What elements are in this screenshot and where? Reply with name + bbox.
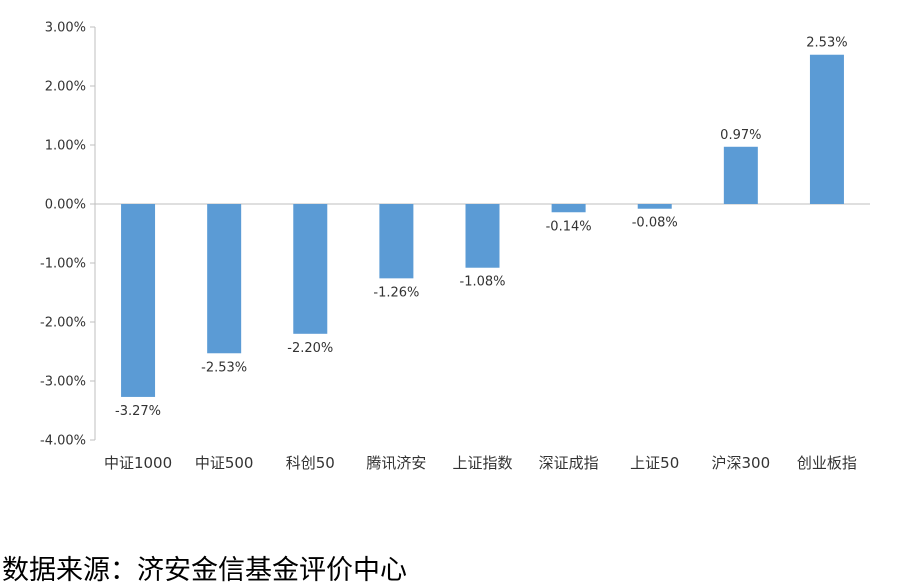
y-tick-label: -2.00%	[40, 316, 86, 331]
data-label: -1.26%	[373, 285, 419, 300]
category-label: 科创50	[286, 454, 335, 472]
bar	[637, 204, 672, 209]
y-tick-label: -3.00%	[40, 375, 86, 390]
data-label: 2.53%	[806, 36, 847, 51]
data-label: -2.53%	[201, 360, 247, 375]
category-label: 腾讯济安	[366, 454, 426, 472]
y-tick-label: 0.00%	[45, 198, 86, 213]
y-tick-label: 1.00%	[45, 139, 86, 154]
y-tick-label: 2.00%	[45, 80, 86, 95]
data-label: -1.08%	[460, 275, 506, 290]
y-tick-label: -1.00%	[40, 257, 86, 272]
category-label: 沪深300	[712, 454, 771, 472]
category-label: 中证1000	[104, 454, 172, 472]
category-label: 创业板指	[797, 454, 857, 472]
bar	[465, 204, 500, 268]
data-label: -3.27%	[115, 404, 161, 419]
bar	[293, 204, 328, 334]
data-source-note: 数据来源：济安金信基金评价中心	[2, 555, 407, 586]
y-tick-label: -4.00%	[40, 434, 86, 449]
category-label: 中证500	[195, 454, 254, 472]
bar	[207, 204, 242, 354]
bar	[551, 204, 586, 213]
category-label: 上证指数	[452, 454, 512, 472]
category-label: 深证成指	[539, 454, 599, 472]
bar	[379, 204, 414, 279]
data-label: 0.97%	[720, 128, 761, 143]
bars	[121, 54, 844, 397]
bar-chart: 3.00% 2.00% 1.00% 0.00% -1.00% -2.00% -3.00% -4…	[40, 21, 870, 472]
data-labels: -3.27% -2.53% -2.20% -1.26% -1.08% -0.14% -0.0…	[115, 36, 848, 419]
bar	[809, 54, 844, 205]
data-label: -0.08%	[632, 216, 678, 231]
bar	[723, 146, 758, 204]
y-axis: 3.00% 2.00% 1.00% 0.00% -1.00% -2.00% -3.00% -4…	[40, 21, 870, 449]
y-tick-label: 3.00%	[45, 21, 86, 36]
data-label: -2.20%	[287, 341, 333, 356]
bar	[121, 204, 156, 397]
category-label: 上证50	[630, 454, 679, 472]
data-label: -0.14%	[546, 219, 592, 234]
category-labels: 中证1000 中证500 科创50 腾讯济安 上证指数 深证成指 上证50 沪深300 创业板指	[104, 454, 857, 472]
